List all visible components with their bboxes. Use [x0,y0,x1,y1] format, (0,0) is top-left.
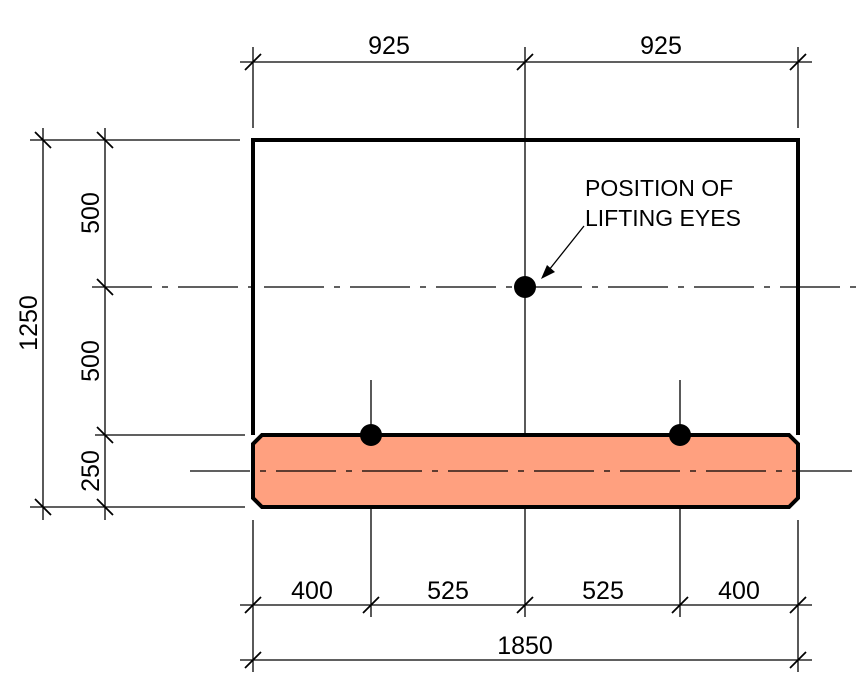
left-dimensions: 1250 500 500 250 [15,128,114,520]
dimension-label-overall-width: 1850 [497,632,553,660]
tick-mark [96,498,114,516]
dimension-label-seg4: 400 [718,577,760,605]
dimension-label-top-right: 925 [640,32,682,60]
upper-panel-outline [251,138,800,435]
lifting-eye-left [360,424,382,446]
horizontal-centre-lines [92,286,858,472]
tick-mark [516,596,534,614]
tick-mark [34,131,52,149]
tick-mark [244,53,262,71]
dimension-label-middle: 500 [77,340,105,382]
annotation: POSITION OF LIFTING EYES [541,175,741,279]
tick-mark [244,651,262,669]
lifting-eye-right [669,424,691,446]
top-dimension: 925 925 [240,32,812,71]
dimension-label-overall-height: 1250 [15,295,43,351]
tick-mark [96,426,114,444]
bottom-segment-dimensions: 400 525 525 400 [240,577,812,614]
dimension-label-seg3: 525 [582,577,624,605]
base-slab-fill [253,435,798,507]
bottom-overall-dimension: 1850 [240,632,812,669]
annotation-line-2: LIFTING EYES [585,205,741,231]
lifting-eyes [360,276,691,446]
tick-mark [671,596,689,614]
tick-mark [34,498,52,516]
dimension-label-top-left: 925 [368,32,410,60]
tick-mark [362,596,380,614]
tick-mark [244,596,262,614]
unit-outlines [251,138,800,509]
dimension-label-seg2: 525 [427,577,469,605]
lifting-eye-top [514,276,536,298]
dimension-label-lower: 250 [77,450,105,492]
dimension-label-seg1: 400 [291,577,333,605]
leader-arrowhead [541,265,555,279]
leader-line [544,225,585,276]
tick-mark [789,596,807,614]
tick-mark [516,53,534,71]
dimension-label-upper: 500 [77,192,105,234]
annotation-line-1: POSITION OF [585,175,733,201]
tick-mark [789,53,807,71]
tick-mark [96,131,114,149]
tick-mark [789,651,807,669]
base-slab-outline [251,433,800,509]
horizontal-extension-lines [30,139,245,508]
